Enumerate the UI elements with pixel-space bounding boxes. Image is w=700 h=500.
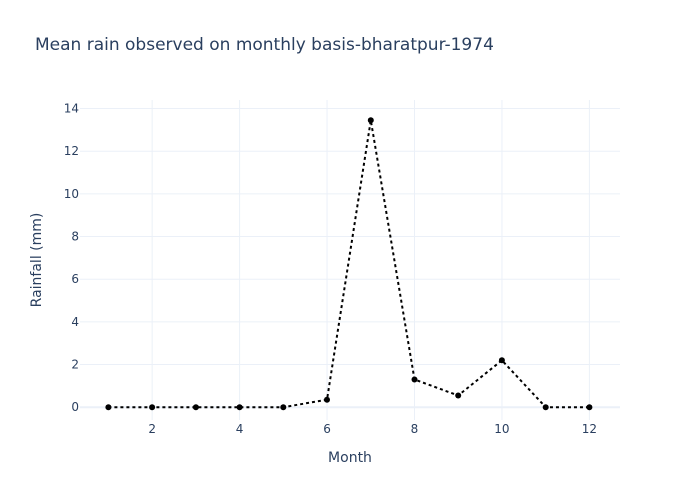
y-tick-label: 6 <box>71 272 79 286</box>
x-axis-title: Month <box>328 450 372 466</box>
data-point <box>455 392 462 399</box>
y-tick-label: 12 <box>64 144 79 158</box>
series-line <box>108 120 590 409</box>
data-point <box>149 404 156 411</box>
tick-labels: 2 4 6 8 10 12 0 2 4 6 8 10 12 14 <box>64 102 597 436</box>
y-tick-label: 0 <box>71 400 79 414</box>
y-axis-title: Rainfall (mm) <box>29 213 45 308</box>
x-tick-label: 10 <box>494 422 509 436</box>
y-tick-label: 2 <box>71 358 79 372</box>
data-point <box>236 404 243 411</box>
x-tick-label: 6 <box>323 422 331 436</box>
x-tick-label: 12 <box>582 422 597 436</box>
data-points <box>105 117 593 411</box>
data-point <box>542 404 549 411</box>
y-tick-label: 10 <box>64 187 79 201</box>
data-point <box>411 376 418 383</box>
data-point <box>192 404 199 411</box>
data-point <box>280 404 287 411</box>
x-tick-label: 2 <box>148 422 156 436</box>
data-point <box>586 404 593 411</box>
data-point <box>367 117 374 124</box>
grid <box>80 100 620 420</box>
y-tick-label: 4 <box>71 315 79 329</box>
data-point <box>105 404 112 411</box>
data-point <box>498 357 505 364</box>
y-tick-label: 14 <box>64 102 79 116</box>
chart-title: Mean rain observed on monthly basis-bhar… <box>35 35 494 55</box>
x-tick-label: 4 <box>236 422 244 436</box>
x-tick-label: 8 <box>411 422 419 436</box>
y-tick-label: 8 <box>71 230 79 244</box>
data-point <box>324 396 330 403</box>
